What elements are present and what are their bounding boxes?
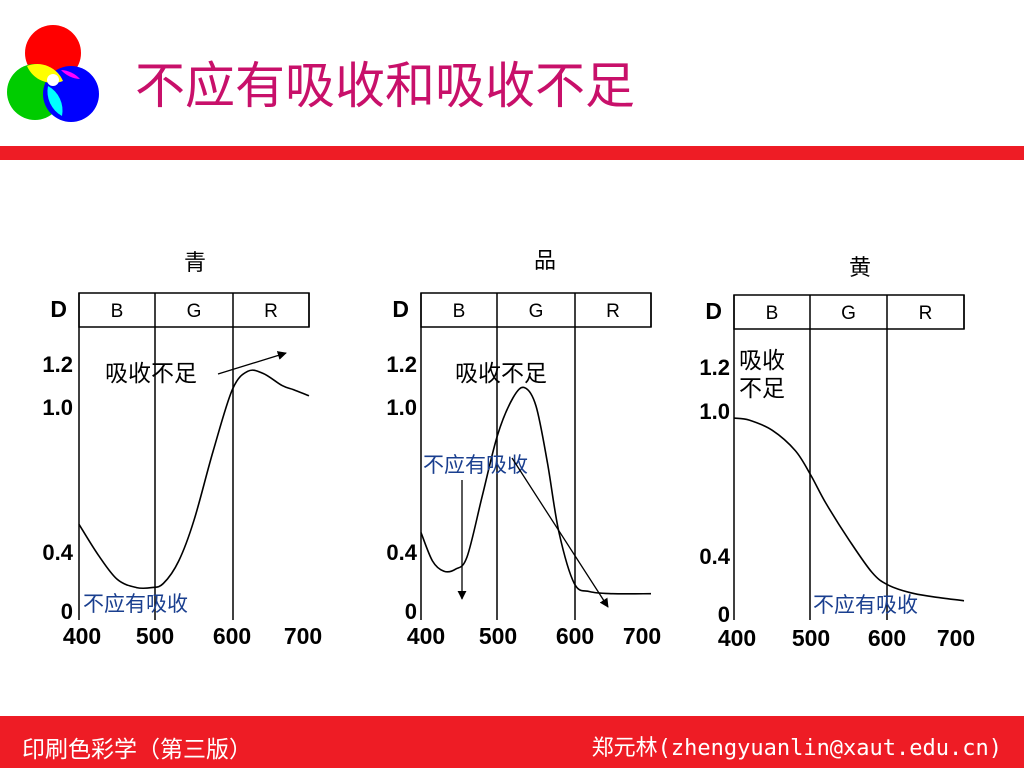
chart-0-y-axis-label: D bbox=[50, 296, 67, 322]
chart-1-x-tick-400: 400 bbox=[407, 623, 445, 649]
chart-2-x-tick-700: 700 bbox=[937, 625, 975, 651]
chart-1-y-tick-1.2: 1.2 bbox=[386, 352, 417, 377]
chart-2-y-tick-1.0: 1.0 bbox=[699, 399, 730, 424]
chart-0-x-tick-500: 500 bbox=[136, 623, 174, 649]
chart-1-band-label-G: G bbox=[529, 301, 544, 322]
chart-0-band-label-R: R bbox=[264, 301, 278, 322]
chart-1-band-label-B: B bbox=[453, 301, 466, 322]
chart-0-y-tick-1.0: 1.0 bbox=[42, 395, 73, 420]
chart-1-y-axis-label: D bbox=[392, 296, 409, 322]
chart-2-density-curve bbox=[733, 417, 965, 602]
footer-author: 郑元林(zhengyuanlin@xaut.edu.cn) bbox=[591, 736, 1002, 761]
rgb-circles-icon bbox=[7, 25, 99, 122]
cyan-overlap bbox=[47, 86, 63, 116]
chart-2-y-axis-label: D bbox=[705, 298, 722, 324]
chart-1-density-curve bbox=[420, 386, 652, 595]
chart-2-x-tick-600: 600 bbox=[868, 625, 906, 651]
chart-0-x-tick-400: 400 bbox=[63, 623, 101, 649]
chart-1-band-label-R: R bbox=[606, 301, 620, 322]
chart-2-band-label-B: B bbox=[766, 303, 779, 324]
chart-1-name: 品 bbox=[534, 249, 556, 274]
chart-0-band-label-B: B bbox=[111, 301, 124, 322]
chart-2-insufficient-label: 吸收 bbox=[739, 348, 785, 374]
chart-1-x-tick-700: 700 bbox=[623, 623, 661, 649]
chart-2-x-tick-400: 400 bbox=[718, 625, 756, 651]
chart-2-name: 黄 bbox=[849, 256, 871, 281]
page-title: 不应有吸收和吸收不足 bbox=[135, 57, 635, 115]
footer-book-title: 印刷色彩学（第三版） bbox=[22, 737, 252, 763]
chart-1-x-tick-600: 600 bbox=[556, 623, 594, 649]
white-center bbox=[47, 74, 59, 86]
chart-0-y-tick-0: 0 bbox=[61, 599, 73, 624]
chart-0-y-tick-0.4: 0.4 bbox=[42, 540, 73, 565]
chart-2-unwanted-label: 不应有吸收 bbox=[813, 593, 918, 617]
chart-1-unwanted-arrow-1 bbox=[511, 457, 609, 608]
magenta-overlap bbox=[61, 70, 80, 79]
chart-1-unwanted-label: 不应有吸收 bbox=[423, 453, 528, 477]
chart-2-insufficient-label-1: 不足 bbox=[739, 376, 785, 402]
chart-1-y-tick-0.4: 0.4 bbox=[386, 540, 417, 565]
chart-0-insufficient-arrow bbox=[217, 351, 287, 375]
title-underline bbox=[0, 146, 1024, 160]
chart-0-y-tick-1.2: 1.2 bbox=[42, 352, 73, 377]
chart-0-density-curve bbox=[78, 369, 310, 590]
chart-0-name: 青 bbox=[184, 251, 206, 276]
chart-2-x-tick-500: 500 bbox=[792, 625, 830, 651]
chart-2-band-label-G: G bbox=[841, 303, 856, 324]
chart-2-y-tick-0.4: 0.4 bbox=[699, 544, 730, 569]
chart-0-insufficient-label: 吸收不足 bbox=[105, 361, 197, 387]
footer-bar bbox=[0, 716, 1024, 768]
chart-2-y-tick-1.2: 1.2 bbox=[699, 355, 730, 380]
chart-2-band-label-R: R bbox=[919, 303, 933, 324]
chart-1-y-tick-1.0: 1.0 bbox=[386, 395, 417, 420]
chart-2-y-tick-0: 0 bbox=[718, 602, 730, 627]
chart-0-band-label-G: G bbox=[187, 301, 202, 322]
chart-0-x-tick-600: 600 bbox=[213, 623, 251, 649]
chart-1-x-tick-500: 500 bbox=[479, 623, 517, 649]
chart-1-y-tick-0: 0 bbox=[405, 599, 417, 624]
chart-0-x-tick-700: 700 bbox=[284, 623, 322, 649]
chart-1-insufficient-label: 吸收不足 bbox=[455, 361, 547, 387]
chart-0-unwanted-label: 不应有吸收 bbox=[83, 592, 188, 616]
